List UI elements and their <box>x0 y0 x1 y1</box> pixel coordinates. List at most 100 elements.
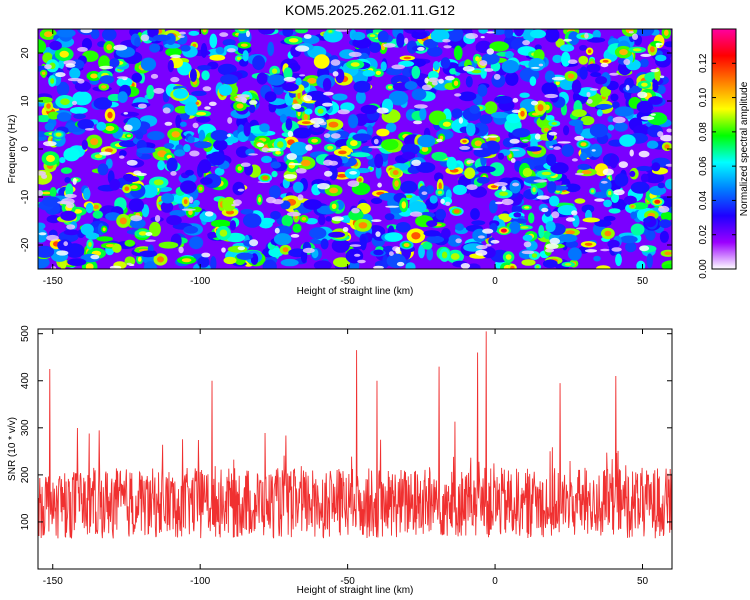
heatmap-cell <box>249 239 259 247</box>
heatmap-cell <box>281 214 293 227</box>
heatmap-cell <box>411 30 428 40</box>
heatmap-cell <box>196 111 207 116</box>
heatmap-cell <box>202 86 212 92</box>
heatmap-cell <box>411 159 422 166</box>
heatmap-cell <box>72 177 77 185</box>
heatmap-cell <box>532 187 536 193</box>
heatmap-cell <box>395 247 401 254</box>
heatmap-cell <box>641 82 648 87</box>
heatmap-cell <box>297 194 304 201</box>
heatmap-cell <box>593 255 601 262</box>
heatmap-cell <box>201 252 211 258</box>
heatmap-cell <box>243 121 251 137</box>
heatmap-cell <box>659 219 672 229</box>
heatmap-cell <box>118 140 137 148</box>
heatmap-cell <box>590 72 602 78</box>
heatmap-cell <box>84 128 95 131</box>
heatmap-cell <box>124 186 130 191</box>
heatmap-cell <box>189 150 200 157</box>
heatmap-cell <box>209 33 218 49</box>
heatmap-cell <box>197 256 210 268</box>
heatmap-cell <box>164 121 173 126</box>
heatmap-cell <box>426 235 445 244</box>
heatmap-cell <box>198 186 203 191</box>
heatmap-cell <box>355 90 366 104</box>
heatmap-cell <box>512 97 519 103</box>
heatmap-cell <box>416 162 436 173</box>
heatmap-cell <box>299 74 306 77</box>
heatmap-cell <box>283 76 296 82</box>
heatmap-cell <box>662 264 672 269</box>
heatmap-cell <box>38 222 46 230</box>
heatmap-cell <box>463 243 483 252</box>
colorbar-ticks: 0.00 0.02 0.04 0.06 0.08 0.10 0.12 <box>698 53 736 279</box>
heatmap-cell <box>44 64 52 70</box>
colorbar-tick-label: 0.00 <box>698 259 709 279</box>
heatmap-cell <box>419 107 427 121</box>
heatmap-cell <box>202 29 207 33</box>
heatmap-cell <box>123 124 133 131</box>
heatmap-cell <box>460 263 471 269</box>
heatmap-cell <box>525 146 542 152</box>
heatmap-cell <box>477 235 485 239</box>
heatmap-cell <box>541 207 549 213</box>
heatmap-cell <box>192 43 197 48</box>
heatmap-cell <box>396 261 405 267</box>
heatmap-cell <box>522 234 533 241</box>
heatmap-cell <box>644 172 665 184</box>
heatmap-cell <box>267 41 275 57</box>
heatmap-cell <box>208 101 217 107</box>
heatmap-cell <box>358 222 368 229</box>
heatmap-cell <box>392 170 399 176</box>
heatmap-cell <box>561 51 571 67</box>
heatmap-cell <box>513 212 522 218</box>
heatmap-cell <box>161 193 175 204</box>
heatmap-cell <box>282 247 289 253</box>
heatmap-cell <box>623 195 637 205</box>
heatmap-cell <box>509 149 520 152</box>
heatmap-cell <box>143 261 158 269</box>
heatmap-cell <box>545 115 555 121</box>
heatmap-cell <box>373 265 384 269</box>
heatmap-cell <box>411 65 421 79</box>
heatmap-cell <box>311 138 318 143</box>
heatmap-cell <box>198 129 206 143</box>
heatmap-cell <box>81 139 88 150</box>
heatmap-cell <box>428 70 439 80</box>
heatmap-cell <box>438 182 442 190</box>
heatmap-cell <box>400 180 418 194</box>
heatmap-cell <box>608 190 612 196</box>
heatmap-cell <box>331 216 344 222</box>
heatmap-x-axis: -150 -100 -50 0 50 <box>43 29 649 287</box>
heatmap-cell <box>192 122 199 129</box>
heatmap-cell <box>130 215 143 222</box>
heatmap-cell <box>534 44 542 51</box>
colorbar-gradient <box>711 28 737 270</box>
heatmap-cell <box>519 226 529 229</box>
heatmap-cell <box>482 228 494 234</box>
heatmap-cell <box>530 66 540 69</box>
heatmap-cell <box>504 50 514 59</box>
colorbar-tick-label: 0.08 <box>698 122 709 142</box>
heatmap-cell <box>586 37 606 43</box>
heatmap-cell <box>181 258 192 263</box>
heatmap-cell <box>283 67 293 80</box>
heatmap-cell <box>237 188 245 192</box>
heatmap-cell <box>57 200 71 205</box>
heatmap-cell <box>295 168 307 174</box>
snr-y-tick-label: 300 <box>20 419 31 436</box>
heatmap-cell <box>342 227 349 232</box>
heatmap-cell <box>213 139 228 151</box>
heatmap-cell <box>183 199 188 205</box>
heatmap-cell <box>567 59 578 64</box>
heatmap-cell <box>329 166 338 181</box>
heatmap-cell <box>210 129 229 141</box>
heatmap-cell <box>483 135 489 139</box>
heatmap-cell <box>428 77 439 83</box>
heatmap-cell <box>222 196 236 212</box>
heatmap-cell <box>563 38 572 42</box>
heatmap-cell <box>522 167 533 177</box>
heatmap-cell <box>637 91 648 99</box>
heatmap-cell <box>353 80 371 93</box>
heatmap-cell <box>236 56 241 61</box>
